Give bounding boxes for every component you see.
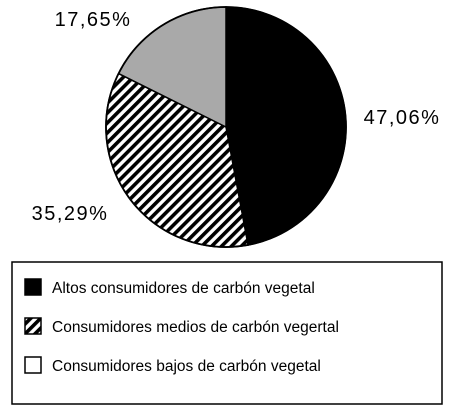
legend-swatch-1 xyxy=(24,278,42,296)
pie-slices xyxy=(105,6,347,248)
legend-box xyxy=(11,261,443,405)
pie-labels: 47,06% 35,29% 17,65% xyxy=(32,9,441,225)
pie-slice-1 xyxy=(225,6,347,246)
legend-swatch-3 xyxy=(24,356,42,374)
legend-swatch-2 xyxy=(24,317,42,335)
legend: Altos consumidores de carbón vegetal Cons… xyxy=(11,261,443,405)
pie-label-1: 47,06% xyxy=(364,107,441,129)
legend-label-2: Consumidores medios de carbón vegertal xyxy=(52,319,339,336)
pie-label-2: 35,29% xyxy=(32,203,109,225)
pie-outline xyxy=(105,6,347,248)
pie-label-3: 17,65% xyxy=(55,9,132,31)
legend-label-1: Altos consumidores de carbón vegetal xyxy=(52,280,315,297)
legend-label-3: Consumidores bajos de carbón vegetal xyxy=(52,358,321,375)
